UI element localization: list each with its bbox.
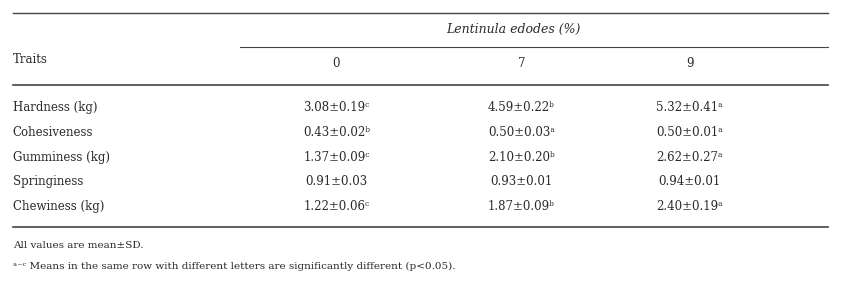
Text: Traits: Traits [13,53,47,66]
Text: 2.40±0.19ᵃ: 2.40±0.19ᵃ [656,200,723,213]
Text: Lentinula edodes (%): Lentinula edodes (%) [446,23,580,36]
Text: 0.50±0.03ᵃ: 0.50±0.03ᵃ [488,126,555,139]
Text: 0.91±0.03: 0.91±0.03 [305,175,368,188]
Text: 4.59±0.22ᵇ: 4.59±0.22ᵇ [488,101,555,114]
Text: 0.43±0.02ᵇ: 0.43±0.02ᵇ [303,126,370,139]
Text: 7: 7 [518,57,525,70]
Text: All values are mean±SD.: All values are mean±SD. [13,241,143,250]
Text: Gumminess (kg): Gumminess (kg) [13,151,109,164]
Text: 2.10±0.20ᵇ: 2.10±0.20ᵇ [488,151,555,164]
Text: Chewiness (kg): Chewiness (kg) [13,200,104,213]
Text: 5.32±0.41ᵃ: 5.32±0.41ᵃ [656,101,723,114]
Text: Springiness: Springiness [13,175,83,188]
Text: 1.22±0.06ᶜ: 1.22±0.06ᶜ [304,200,369,213]
Text: 0.93±0.01: 0.93±0.01 [490,175,553,188]
Text: 9: 9 [686,57,693,70]
Text: 1.37±0.09ᶜ: 1.37±0.09ᶜ [304,151,369,164]
Text: Cohesiveness: Cohesiveness [13,126,93,139]
Text: 0.50±0.01ᵃ: 0.50±0.01ᵃ [656,126,723,139]
Text: 2.62±0.27ᵃ: 2.62±0.27ᵃ [656,151,723,164]
Text: Hardness (kg): Hardness (kg) [13,101,97,114]
Text: 3.08±0.19ᶜ: 3.08±0.19ᶜ [304,101,369,114]
Text: ᵃ⁻ᶜ Means in the same row with different letters are significantly different (p<: ᵃ⁻ᶜ Means in the same row with different… [13,262,455,271]
Text: 0.94±0.01: 0.94±0.01 [659,175,721,188]
Text: 0: 0 [333,57,340,70]
Text: 1.87±0.09ᵇ: 1.87±0.09ᵇ [488,200,555,213]
